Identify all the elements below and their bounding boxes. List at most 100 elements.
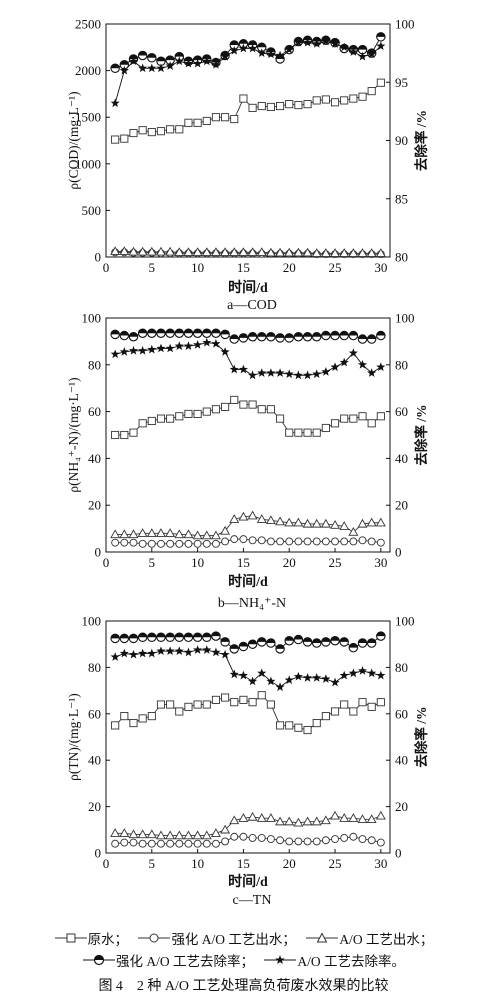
data-point-enhanced_removal xyxy=(321,637,331,647)
data-point-ao_removal xyxy=(165,343,175,353)
data-point-ao_effluent xyxy=(119,246,130,256)
data-point-enhanced_removal-fill xyxy=(266,332,276,337)
data-point-ao_effluent xyxy=(375,248,386,257)
data-point-ao_effluent xyxy=(155,830,166,840)
data-point-raw xyxy=(230,698,239,707)
data-point-ao_effluent xyxy=(119,529,130,539)
data-point-enhanced_effluent xyxy=(147,839,156,848)
data-point-enhanced_effluent xyxy=(111,538,120,547)
y-right-tick-label: 100 xyxy=(395,17,415,32)
data-point-raw xyxy=(138,126,147,135)
data-point-raw xyxy=(321,712,330,721)
data-point-ao_effluent xyxy=(165,528,176,537)
x-tick-label: 20 xyxy=(283,260,296,275)
data-point-raw xyxy=(221,402,230,411)
data-point-ao_removal xyxy=(348,668,358,678)
data-point-enhanced_removal-fill xyxy=(376,631,386,637)
data-point-enhanced_removal-fill xyxy=(358,45,367,50)
data-point-ao_effluent xyxy=(302,816,313,826)
data-point-enhanced_effluent xyxy=(276,537,285,546)
data-point-ao_effluent xyxy=(210,828,221,837)
legend-label-enhanced-removal: 强化 A/O 工艺去除率； xyxy=(116,954,254,969)
data-point-raw xyxy=(184,702,193,711)
y-left-axis-title: ρ(NH₄⁺-N)/(mg·L⁻¹) xyxy=(66,377,81,492)
data-point-raw xyxy=(129,428,138,437)
data-point-ao_effluent xyxy=(183,247,194,256)
y-right-tick-label: 20 xyxy=(395,498,408,513)
data-point-ao_effluent xyxy=(229,815,240,825)
data-point-enhanced_removal-fill xyxy=(257,43,266,48)
data-point-raw xyxy=(184,118,193,127)
panel-subtitle: c—TN xyxy=(233,893,272,908)
data-point-raw xyxy=(175,412,184,421)
data-point-enhanced_removal-fill xyxy=(110,634,120,639)
y-right-tick-label: 0 xyxy=(395,545,402,560)
data-point-ao_effluent xyxy=(348,813,359,822)
y-right-tick-label: 40 xyxy=(395,753,408,768)
data-point-enhanced_removal xyxy=(311,638,322,648)
series-ao_removal xyxy=(110,645,386,691)
data-point-enhanced_removal-fill xyxy=(184,633,193,638)
circle-marker-icon xyxy=(138,933,171,943)
x-tick-label: 5 xyxy=(149,260,156,275)
data-point-ao_effluent xyxy=(155,528,166,537)
data-point-enhanced_removal-fill xyxy=(220,637,230,642)
data-point-enhanced_removal xyxy=(137,632,148,642)
data-point-raw xyxy=(156,414,166,423)
data-point-enhanced_removal-fill xyxy=(193,329,202,334)
data-point-raw xyxy=(330,98,340,107)
data-point-raw xyxy=(147,416,156,426)
data-point-ao_removal xyxy=(156,343,166,353)
data-point-enhanced_effluent xyxy=(340,833,349,842)
data-point-enhanced_removal-fill xyxy=(220,330,230,335)
data-point-ao_removal xyxy=(211,59,221,69)
data-point-enhanced_removal-fill xyxy=(138,633,147,638)
data-point-raw xyxy=(239,400,248,409)
data-point-ao_removal xyxy=(202,337,212,347)
data-point-enhanced_effluent xyxy=(294,537,303,546)
data-point-ao_removal xyxy=(275,682,285,691)
data-point-ao_effluent xyxy=(192,830,203,840)
y-right-tick-label: 80 xyxy=(395,660,408,675)
data-point-enhanced_effluent xyxy=(175,539,184,548)
data-point-enhanced_removal-fill xyxy=(257,332,266,337)
data-point-ao_effluent xyxy=(110,828,121,837)
data-point-enhanced_removal xyxy=(275,333,285,343)
data-point-raw xyxy=(120,712,129,721)
y-left-tick-label: 80 xyxy=(88,357,101,372)
data-point-ao_effluent xyxy=(293,817,304,827)
data-point-ao_removal xyxy=(367,668,377,678)
data-point-ao_removal xyxy=(147,648,157,658)
data-point-raw xyxy=(358,698,367,707)
y-left-tick-label: 1500 xyxy=(75,110,101,125)
series-raw xyxy=(111,691,385,735)
y-right-tick-label: 40 xyxy=(395,451,408,466)
chart-panel-3: 0 5 10 15 20 25 30 0 20 40 60 80 100 0 20 40 60 80 100 时间/d… xyxy=(66,614,429,909)
data-point-ao_removal xyxy=(284,675,294,685)
legend-row-1: 原水； 强化 A/O 工艺出水； A/O 工艺出水； xyxy=(0,928,487,948)
series-ao_removal xyxy=(110,337,386,380)
legend-item-enhanced-effluent: 强化 A/O 工艺出水； xyxy=(137,928,296,948)
data-point-ao_effluent xyxy=(357,814,368,824)
data-point-ao_effluent xyxy=(174,830,185,840)
data-point-enhanced_removal-fill xyxy=(367,638,376,644)
data-point-ao_removal xyxy=(357,666,368,675)
data-point-enhanced_removal-fill xyxy=(202,633,211,638)
data-point-raw xyxy=(358,92,367,101)
data-point-enhanced_removal xyxy=(211,328,221,338)
data-point-enhanced_effluent xyxy=(376,538,385,547)
data-point-ao_removal xyxy=(312,673,322,682)
data-point-enhanced_removal xyxy=(165,632,175,642)
y-right-tick-label: 60 xyxy=(395,404,408,419)
data-point-enhanced_removal-fill xyxy=(358,334,367,340)
data-point-raw xyxy=(321,423,330,433)
x-tick-label: 20 xyxy=(283,856,296,871)
x-tick-label: 30 xyxy=(374,856,387,871)
data-point-enhanced_effluent xyxy=(138,839,147,848)
data-point-enhanced_removal-fill xyxy=(175,633,184,638)
y-left-axis-title: ρ(COD)/(mg·L⁻¹) xyxy=(66,91,81,189)
data-point-ao_effluent xyxy=(146,528,157,537)
data-point-raw xyxy=(330,419,340,428)
data-point-ao_effluent xyxy=(220,824,231,834)
data-point-enhanced_effluent xyxy=(321,537,330,546)
